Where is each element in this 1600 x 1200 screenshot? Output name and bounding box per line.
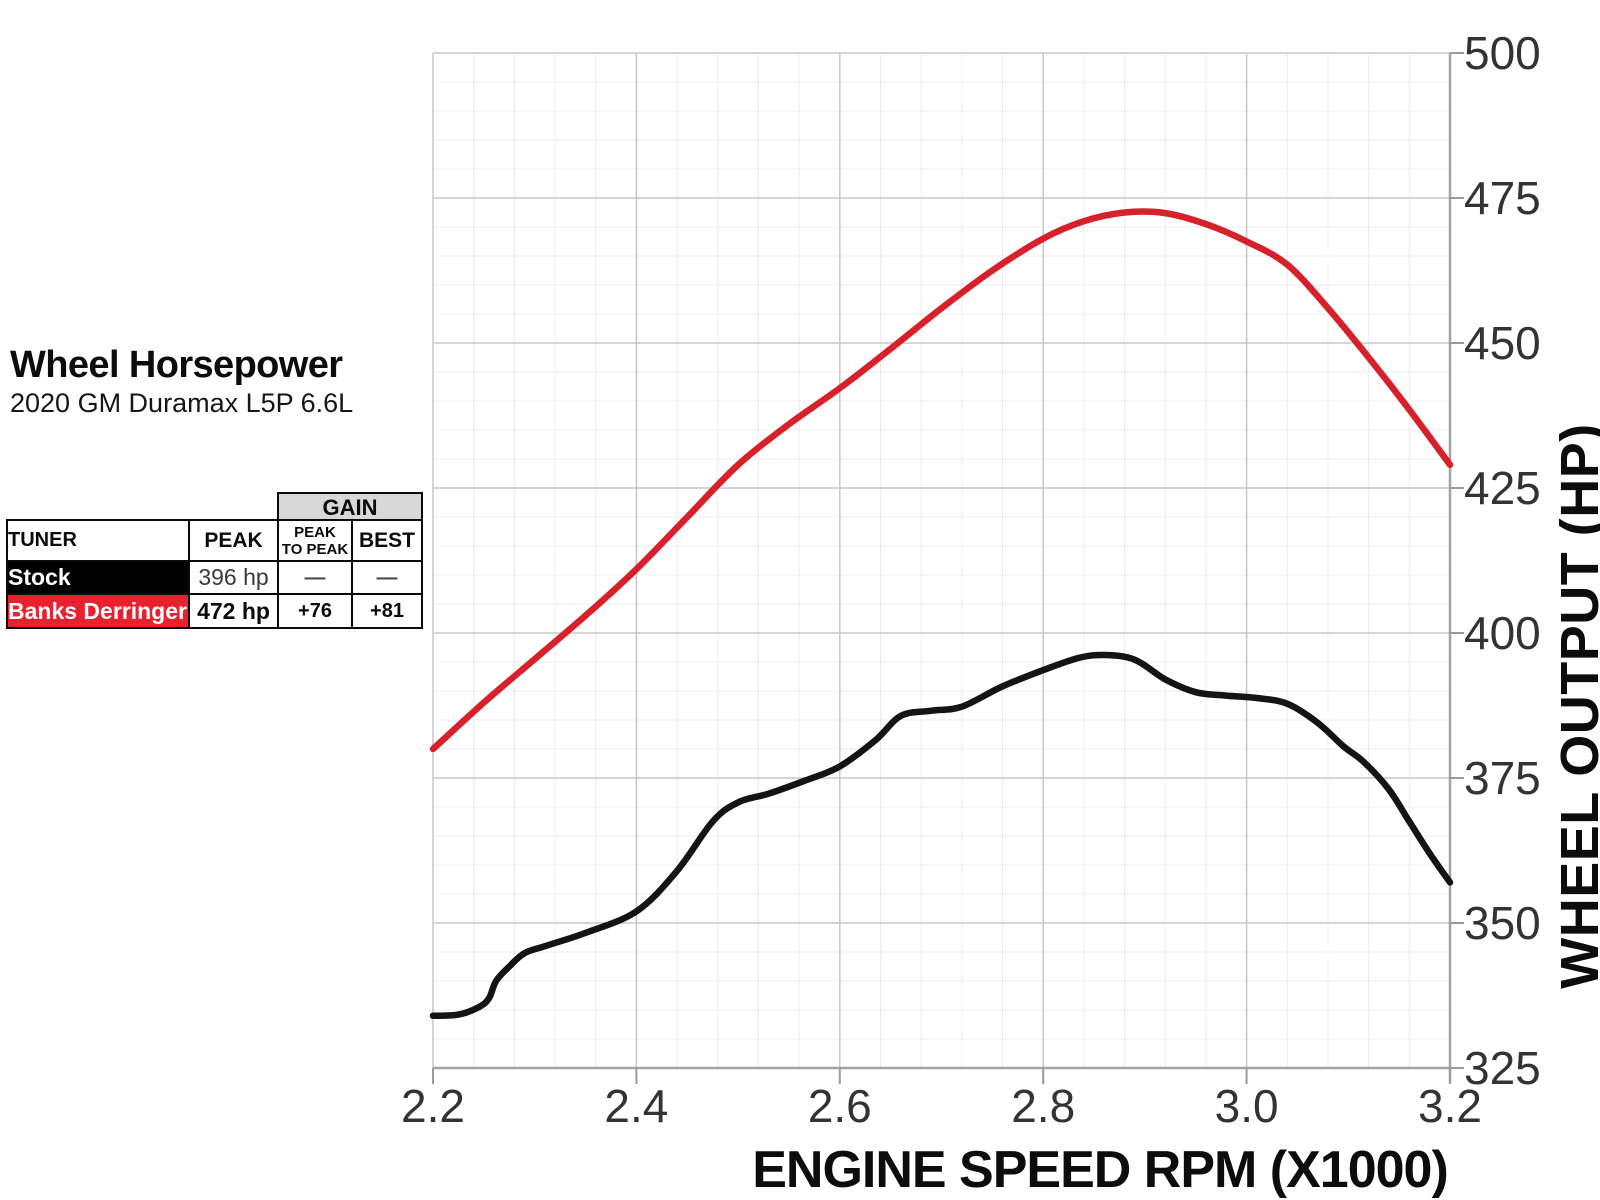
y-axis-title: WHEEL OUTPUT (HP) [1550,423,1600,989]
axis-lines [432,52,1464,1084]
table-gain-header: GAIN [277,492,423,521]
banks-derringer-label: Banks Derringer [6,593,190,629]
x-tick-label: 2.6 [808,1080,872,1132]
col-header-tuner: TUNER [6,519,190,562]
y-tick-label: 425 [1464,462,1541,514]
stock-peak-to-peak-value: — [277,560,353,595]
y-tick-label: 325 [1464,1042,1541,1094]
x-tick-label: 2.8 [1011,1080,1075,1132]
stock-curve [429,651,1454,1020]
table-row-banks-derringer: Banks Derringer 472 hp +76 +81 [6,593,423,629]
x-tick-label: 3.2 [1418,1080,1482,1132]
col-header-peak-to-peak: PEAK TO PEAK [277,519,353,562]
y-tick-labels: 325 350 375 400 425 450 475 500 [1464,27,1541,1094]
x-tick-labels: 2.2 2.4 2.6 2.8 3.0 3.2 [401,1080,1482,1132]
banks-peak-to-peak-value: +76 [277,593,353,629]
y-tick-label: 500 [1464,27,1541,79]
y-tick-label: 400 [1464,607,1541,659]
x-tick-label: 2.2 [401,1080,465,1132]
col-header-best: BEST [351,519,423,562]
x-axis-title: ENGINE SPEED RPM (X1000) [752,1141,1449,1199]
tuner-results-table: TUNER PEAK PEAK TO PEAK BEST Stock 396 h… [6,519,423,629]
table-row-stock: Stock 396 hp — — [6,560,423,595]
y-tick-label: 350 [1464,897,1541,949]
major-gridlines [432,52,1451,1069]
x-tick-label: 2.4 [604,1080,668,1132]
banks-peak-value: 472 hp [188,593,279,629]
minor-gridlines [432,52,1451,1069]
col-header-peak: PEAK [188,519,279,562]
y-tick-label: 475 [1464,172,1541,224]
banks-derringer-curve [429,208,1454,753]
y-tick-label: 375 [1464,752,1541,804]
stock-peak-value: 396 hp [188,560,279,595]
banks-best-value: +81 [351,593,423,629]
x-tick-label: 3.0 [1215,1080,1279,1132]
stock-label: Stock [6,560,190,595]
chart-subtitle: 2020 GM Duramax L5P 6.6L [10,388,354,418]
table-header-row: TUNER PEAK PEAK TO PEAK BEST [6,519,423,562]
chart-title: Wheel Horsepower [10,344,343,386]
stock-best-value: — [351,560,423,595]
y-tick-label: 450 [1464,317,1541,369]
